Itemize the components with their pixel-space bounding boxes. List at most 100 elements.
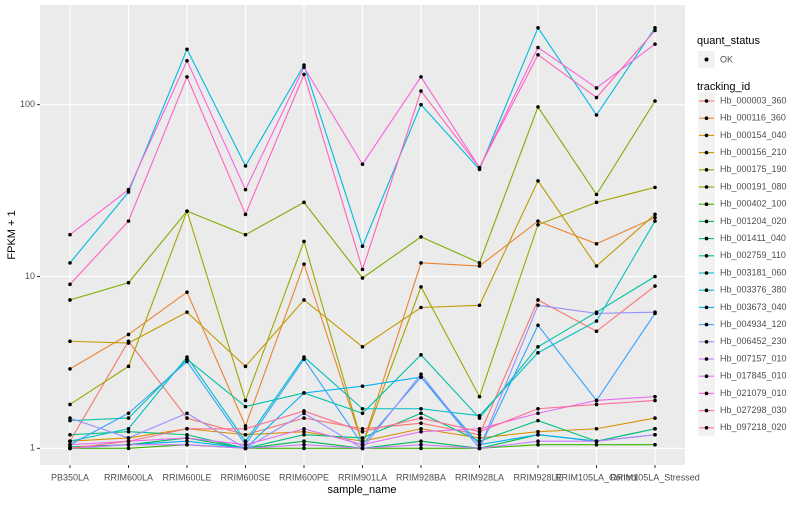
data-point <box>68 416 72 420</box>
data-point <box>360 244 365 249</box>
data-point <box>419 353 423 357</box>
data-point <box>536 52 540 57</box>
legend-point <box>704 202 709 206</box>
data-point <box>477 436 482 440</box>
data-point <box>419 89 423 93</box>
data-point <box>68 261 72 265</box>
data-point <box>419 429 423 434</box>
data-point <box>302 239 306 244</box>
legend-point <box>704 305 709 310</box>
data-point <box>594 241 599 246</box>
data-point <box>302 446 306 451</box>
data-point <box>185 75 189 79</box>
data-point <box>126 280 131 285</box>
data-point <box>653 185 657 190</box>
data-point <box>185 47 189 52</box>
data-point <box>302 72 306 77</box>
legend-label: OK <box>720 54 733 64</box>
legend-point <box>704 57 709 62</box>
data-point <box>419 439 423 444</box>
legend-title: quant_status <box>697 35 760 47</box>
data-point <box>419 421 423 426</box>
data-point <box>360 439 365 444</box>
legend-point <box>704 340 709 344</box>
data-point <box>594 426 599 431</box>
x-tick-label: RRIM105LA_Control <box>555 472 638 482</box>
data-point <box>536 418 540 423</box>
data-point <box>302 262 306 266</box>
data-point <box>243 446 248 451</box>
data-point <box>243 439 248 444</box>
legend-point <box>704 426 709 430</box>
legend-label: Hb_000116_360 <box>720 113 786 123</box>
x-axis-title: sample_name <box>327 484 396 496</box>
data-point <box>302 298 306 302</box>
data-point <box>126 332 131 337</box>
legend-label: Hb_000191_080 <box>720 181 787 191</box>
data-point <box>243 187 248 192</box>
data-point <box>243 432 248 437</box>
x-tick-label: RRIM105LA_Stressed <box>610 472 700 482</box>
data-point <box>477 426 482 431</box>
x-tick-label: RRIM600LE <box>162 472 211 482</box>
data-point <box>653 426 657 431</box>
x-tick-label: RRIM901LA <box>338 472 387 482</box>
legend-label: Hb_027298_030 <box>720 405 787 415</box>
data-point <box>126 219 131 223</box>
data-point <box>68 442 72 447</box>
data-point <box>185 442 189 447</box>
data-point <box>68 298 72 302</box>
legend-point <box>704 288 709 293</box>
data-point <box>594 319 599 323</box>
data-point <box>594 402 599 407</box>
data-point <box>68 339 72 344</box>
data-point <box>243 398 248 403</box>
data-point <box>360 429 365 434</box>
data-point <box>243 426 248 431</box>
data-point <box>477 264 482 268</box>
data-point <box>419 102 423 107</box>
legend-label: Hb_000003_360 <box>720 95 787 105</box>
data-point <box>477 429 482 434</box>
data-point <box>243 364 248 369</box>
data-point <box>185 355 189 359</box>
data-point <box>653 442 657 447</box>
data-point <box>126 187 131 192</box>
data-point <box>477 165 482 170</box>
x-tick-label: RRIM600SE <box>220 472 270 482</box>
data-point <box>419 411 423 416</box>
data-point <box>477 439 482 444</box>
data-point <box>126 426 131 431</box>
data-point <box>536 439 540 444</box>
legend-point <box>704 271 709 275</box>
legend-point <box>704 236 709 241</box>
data-point <box>653 219 657 223</box>
legend-label: Hb_006452_230 <box>720 336 787 346</box>
data-point <box>302 432 306 437</box>
data-point <box>653 274 657 279</box>
data-point <box>126 442 131 447</box>
data-point <box>302 409 306 413</box>
legend-point <box>704 322 709 327</box>
data-point <box>243 212 248 217</box>
data-point <box>477 394 482 399</box>
data-point <box>302 200 306 205</box>
data-point <box>536 303 540 308</box>
data-point <box>477 303 482 308</box>
legend-point <box>704 391 709 396</box>
data-point <box>302 416 306 420</box>
data-point <box>419 406 423 411</box>
data-point <box>302 391 306 395</box>
legend-label: Hb_021079_010 <box>720 388 787 398</box>
data-point <box>419 372 423 377</box>
data-point <box>536 323 540 328</box>
data-point <box>360 446 365 451</box>
legend-point <box>704 219 709 224</box>
data-point <box>653 25 657 30</box>
data-point <box>419 285 423 289</box>
legend-label: Hb_097218_020 <box>720 422 787 432</box>
data-point <box>419 416 423 420</box>
data-point <box>243 442 248 447</box>
y-tick-label: 10 <box>25 271 35 281</box>
